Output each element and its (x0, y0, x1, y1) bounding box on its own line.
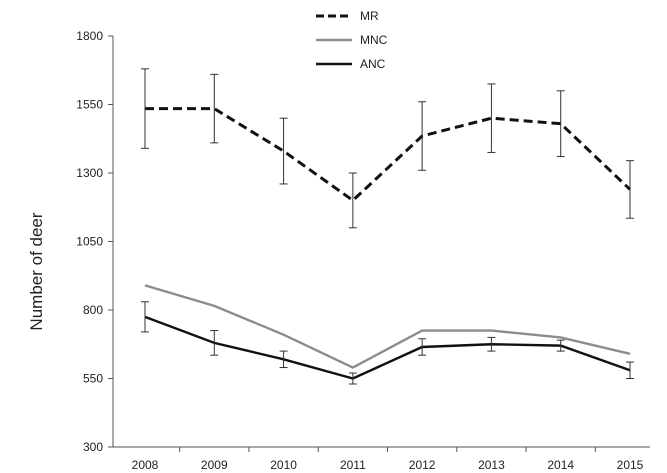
error-bar-mr (487, 83, 496, 153)
series-line-mr (145, 107, 632, 203)
error-bar-anc (626, 361, 634, 379)
error-bar-anc (279, 350, 288, 369)
error-bar-mr (418, 101, 427, 171)
error-bar-mr (210, 73, 219, 144)
x-tick-label: 2014 (547, 458, 574, 472)
series-anc (141, 301, 634, 385)
series-line-anc (144, 315, 631, 380)
y-tick-label: 550 (83, 372, 103, 386)
error-bar-mr (556, 90, 565, 158)
legend-label-mr: MR (360, 9, 379, 23)
y-axis-title: Number of deer (27, 212, 46, 330)
legend-label-anc: ANC (360, 57, 386, 71)
error-bar-anc (348, 372, 357, 385)
y-tick-label: 800 (83, 303, 103, 317)
x-tick-label: 2011 (340, 458, 366, 472)
x-tick-labels: 2008 2009 2010 2011 2012 2013 2014 2015 (132, 458, 644, 472)
y-tick-label: 1050 (76, 235, 103, 249)
error-bar-anc (418, 338, 427, 356)
x-tick-label: 2009 (201, 458, 228, 472)
x-tick-label: 2008 (132, 458, 159, 472)
error-bar-mr (348, 172, 357, 229)
y-tick-label: 300 (83, 440, 103, 454)
y-tick-label: 1800 (76, 29, 103, 43)
x-tick-label: 2012 (409, 458, 436, 472)
error-bar-anc (556, 339, 565, 352)
x-tick-label: 2013 (478, 458, 505, 472)
series-layer (141, 68, 634, 385)
error-bar-anc (141, 301, 149, 333)
axes (108, 35, 650, 452)
error-bar-anc (487, 336, 496, 352)
series-mnc (144, 284, 631, 369)
y-tick-labels: 300 550 800 1050 1300 1550 1800 (76, 29, 103, 454)
series-line-mnc (144, 284, 631, 369)
series-mr (141, 68, 634, 229)
y-tick-label: 1300 (76, 166, 103, 180)
legend: MR MNC ANC (316, 9, 388, 71)
error-bar-mr (141, 68, 149, 149)
x-tick-label: 2015 (617, 458, 644, 472)
error-bar-anc (210, 330, 219, 356)
error-bar-mr (626, 160, 634, 219)
legend-label-mnc: MNC (360, 33, 388, 47)
x-tick-label: 2010 (270, 458, 297, 472)
error-bar-mr (279, 117, 288, 185)
y-tick-label: 1550 (76, 98, 103, 112)
